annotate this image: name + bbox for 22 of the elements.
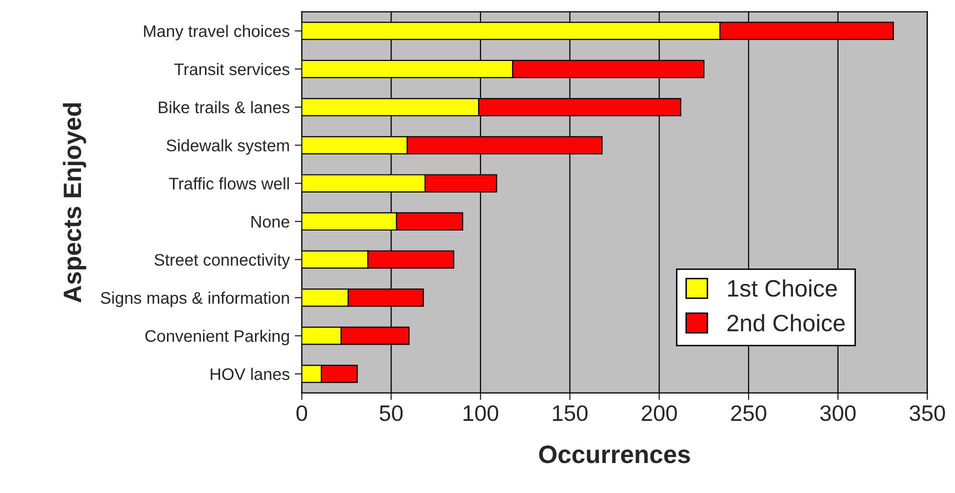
x-tick-label: 350 — [910, 405, 945, 422]
y-tick-label: Many travel choices — [144, 24, 290, 40]
y-tick-label: Sidewalk system — [166, 139, 289, 155]
y-tick-label: None — [252, 216, 290, 228]
x-tick-label: 0 — [296, 405, 308, 422]
y-tick-label: Street connectivity — [154, 254, 290, 270]
x-tick-label: 50 — [380, 405, 403, 422]
x-tick-label: 150 — [553, 405, 588, 422]
y-tick-label: HOV lanes — [210, 368, 290, 380]
x-tick-label: 300 — [820, 405, 856, 422]
x-axis-title: Occurrences — [539, 446, 690, 464]
y-tick-label: Traffic flows well — [169, 177, 289, 190]
x-tick-label: 200 — [642, 405, 677, 422]
x-tick-label: 100 — [464, 405, 498, 422]
y-tick-label: Signs maps & information — [100, 292, 289, 308]
y-tick-label: Transit services — [174, 62, 290, 76]
y-tick-label: Bike trails & lanes — [158, 101, 290, 114]
legend-label: 1st Choice — [728, 279, 837, 297]
x-tick-label: 250 — [731, 405, 766, 422]
y-tick-label: Convenient Parking — [145, 330, 289, 346]
y-axis-title: Aspects Enjoyed — [62, 103, 86, 302]
legend-label: 2nd Choice — [727, 314, 845, 332]
